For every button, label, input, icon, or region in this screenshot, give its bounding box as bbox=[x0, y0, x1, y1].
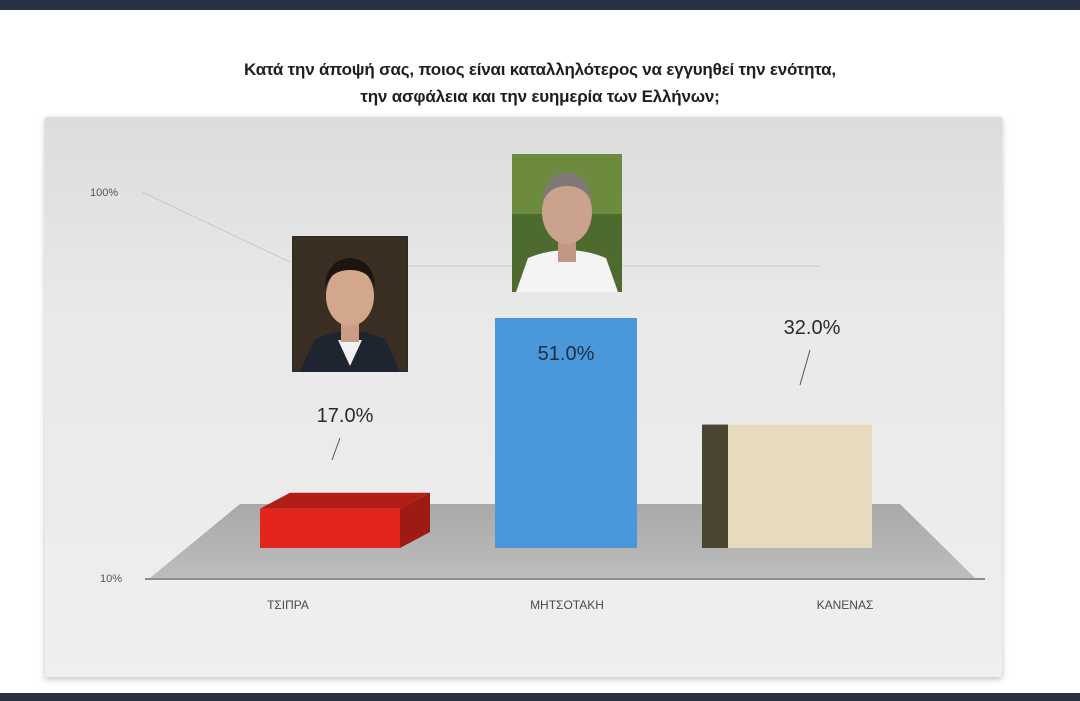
bar-side-kanenas bbox=[702, 424, 728, 548]
tsipras-photo bbox=[292, 236, 408, 372]
bar-value-label-kanenas: 32.0% bbox=[784, 317, 841, 339]
bars-layer bbox=[260, 318, 872, 548]
label-leader-kanenas bbox=[799, 349, 811, 386]
bar-tsipra bbox=[260, 508, 400, 548]
bar-group-tsipra bbox=[260, 492, 430, 548]
label-leader-tsipra bbox=[331, 437, 341, 461]
decor-line-1 bbox=[141, 191, 291, 263]
bar-kanenas bbox=[728, 424, 872, 548]
y-tick-label-100: 100% bbox=[90, 187, 118, 199]
mitsotakis-photo bbox=[512, 154, 622, 292]
top-frame-bar bbox=[0, 0, 1080, 10]
bar-value-label-tsipra: 17.0% bbox=[317, 405, 374, 427]
bar-value-label-mitsotaki: 51.0% bbox=[538, 343, 595, 365]
bar-group-mitsotaki bbox=[495, 318, 637, 548]
labels-layer: 17.0% ΤΣΙΠΡΑ 51.0% ΜΗΤΣΟΤΑΚΗ 32.0% ΚΑΝΕΝΑΣ bbox=[267, 317, 873, 612]
chart-title-line-1: Κατά την άποψή σας, ποιος είναι καταλληλ… bbox=[244, 60, 836, 79]
category-label-tsipra: ΤΣΙΠΡΑ bbox=[267, 598, 309, 612]
bar-top-tsipra bbox=[260, 492, 430, 509]
category-label-kanenas: ΚΑΝΕΝΑΣ bbox=[817, 598, 874, 612]
bar-side-tsipra bbox=[400, 492, 430, 548]
category-label-mitsotaki: ΜΗΤΣΟΤΑΚΗ bbox=[530, 598, 604, 612]
bar-group-kanenas bbox=[702, 424, 872, 548]
y-tick-label-10: 10% bbox=[100, 573, 122, 585]
chart-title-line-2: την ασφάλεια και την ευημερία των Ελλήνω… bbox=[360, 87, 720, 106]
chart-title: Κατά την άποψή σας, ποιος είναι καταλληλ… bbox=[140, 56, 940, 110]
bottom-frame-bar bbox=[0, 693, 1080, 701]
bar-mitsotaki bbox=[495, 318, 637, 548]
